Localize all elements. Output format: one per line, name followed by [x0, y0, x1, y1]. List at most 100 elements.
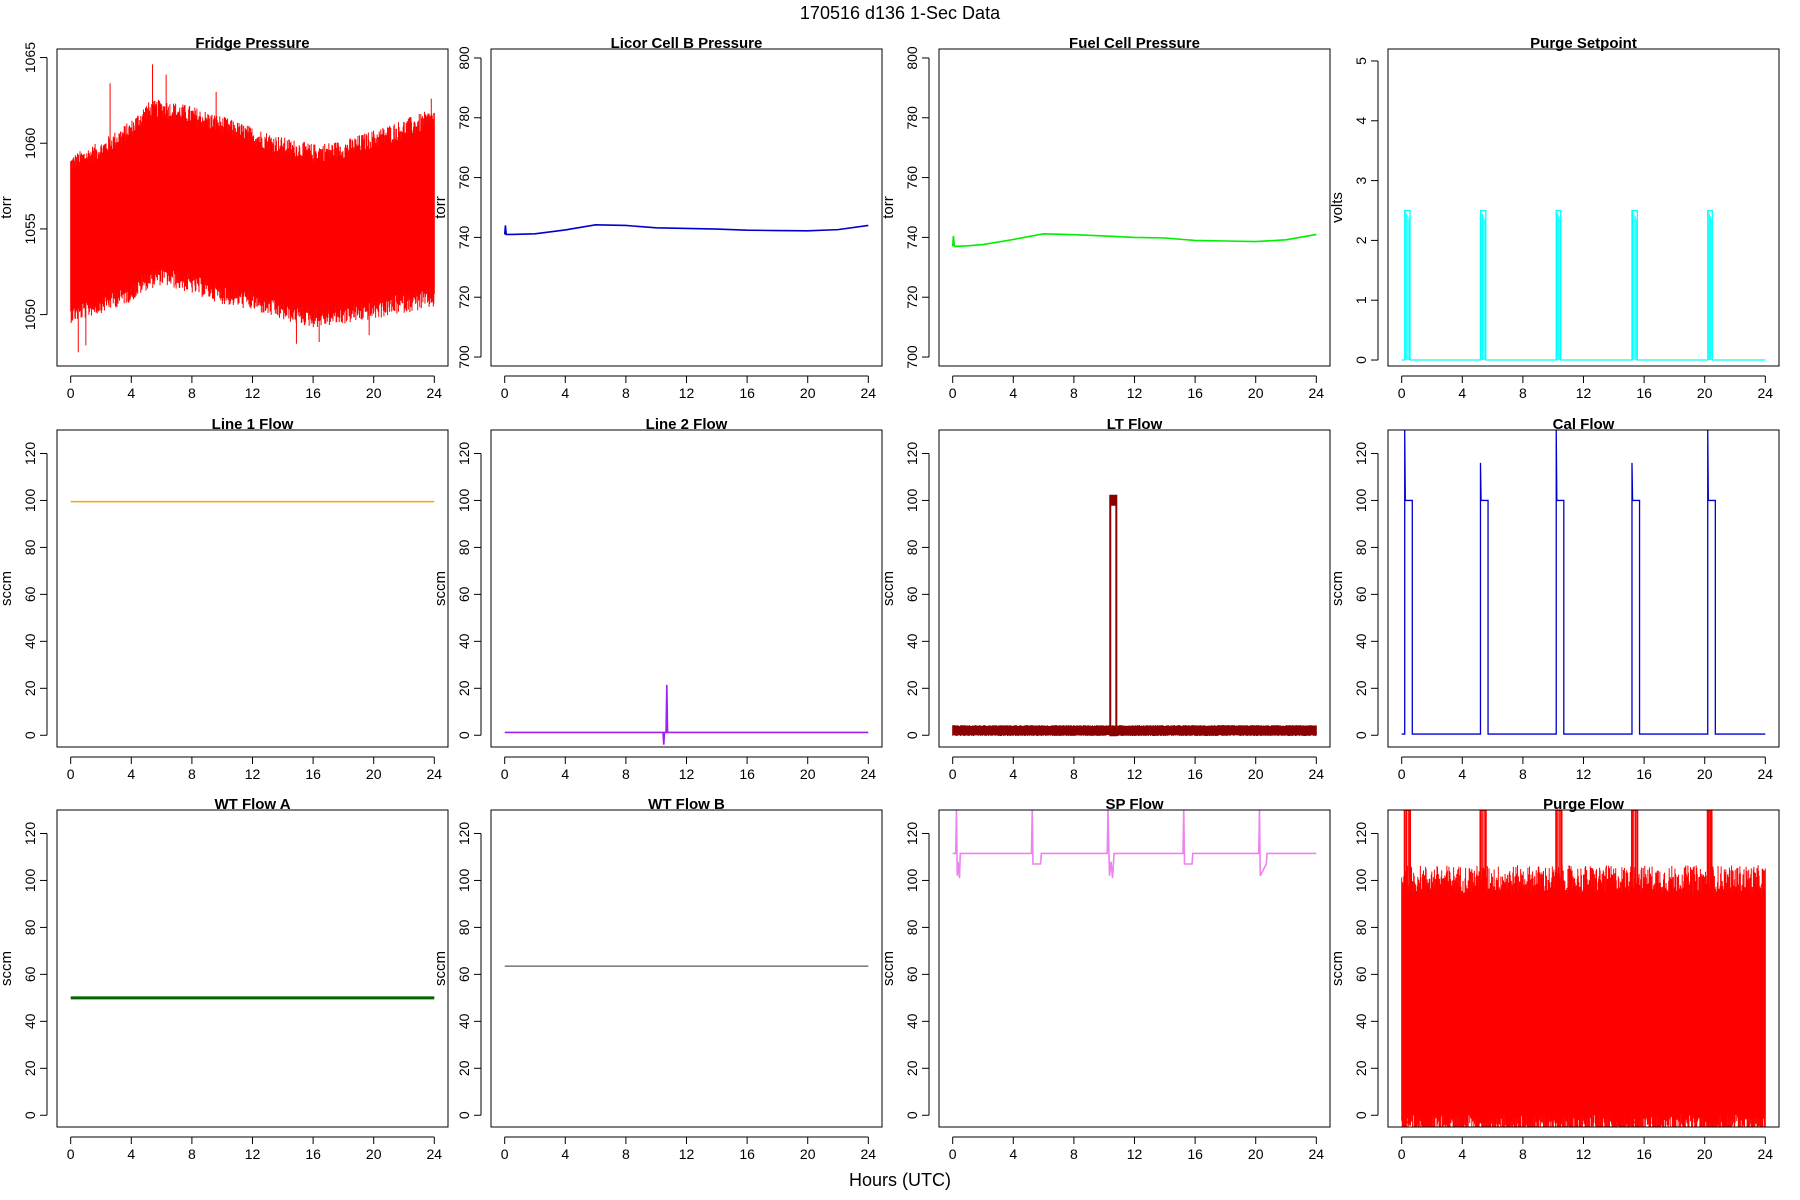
- purge-flow-x-tick-label: 4: [1458, 1146, 1466, 1162]
- line-1-flow-y-tick-label: 60: [22, 586, 38, 602]
- lt-flow-x-tick-label: 0: [949, 766, 957, 782]
- panel-cal-flow: Cal Flow 0 4 8 12 16 20 24 0 20 40 60 80 100 120 sccm: [1329, 416, 1780, 782]
- sp-flow-y-label: sccm: [880, 951, 897, 986]
- purge-setpoint-y-tick-label: 5: [1353, 57, 1369, 65]
- purge-flow-y-tick-label: 80: [1353, 919, 1369, 935]
- fuel-cell-pressure-y-label: torr: [880, 196, 897, 219]
- line-1-flow-y-label: sccm: [0, 571, 15, 606]
- lt-flow-y-tick-label: 100: [904, 489, 920, 513]
- fuel-cell-pressure-x-tick-label: 8: [1070, 385, 1078, 401]
- line-2-flow-x-tick-label: 12: [679, 766, 695, 782]
- panel-sp-flow: SP Flow 0 4 8 12 16 20 24 0 20 40 60 80 100 120 sccm: [880, 796, 1331, 1162]
- line-1-flow-x-tick-label: 12: [245, 766, 261, 782]
- purge-setpoint-y-tick-label: 1: [1353, 296, 1369, 304]
- line-2-flow-y-tick-label: 20: [456, 680, 472, 696]
- purge-setpoint-title: Purge Setpoint: [1530, 35, 1637, 52]
- cal-flow-y-tick-label: 20: [1353, 680, 1369, 696]
- wt-flow-b-y-tick-label: 20: [456, 1060, 472, 1076]
- sp-flow-y-tick-label: 120: [904, 822, 920, 846]
- cal-flow-frame: [1387, 429, 1780, 748]
- licor-cell-b-pressure-y-tick-label: 800: [456, 46, 472, 70]
- line-2-flow-y-tick-label: 120: [456, 442, 472, 466]
- line-1-flow-x-tick-label: 24: [427, 766, 443, 782]
- sp-flow-y-tick-label: 40: [904, 1013, 920, 1029]
- lt-flow-x-tick-label: 20: [1248, 766, 1264, 782]
- fridge-pressure-band-core: [70, 131, 435, 296]
- cal-flow-y-tick-label: 80: [1353, 539, 1369, 555]
- purge-setpoint-x-tick-label: 0: [1398, 385, 1406, 401]
- fuel-cell-pressure-x-tick-label: 4: [1009, 385, 1017, 401]
- plot-area: [952, 494, 1317, 737]
- line-1-flow-y-tick-label: 120: [22, 442, 38, 466]
- panel-fuel-cell-pressure: Fuel Cell Pressure 0 4 8 12 16 20 24 700 720 740 76…: [880, 35, 1331, 401]
- sp-flow-x-tick-label: 0: [949, 1146, 957, 1162]
- wt-flow-a-frame: [56, 809, 449, 1128]
- panel-wt-flow-a: WT Flow A 0 4 8 12 16 20 24 0 20 40 60 80 100 120 sccm: [0, 796, 449, 1162]
- licor-cell-b-pressure-y-tick-label: 740: [456, 226, 472, 250]
- lt-flow-y-tick-label: 120: [904, 442, 920, 466]
- plot-area: [504, 684, 869, 745]
- cal-flow-y-tick-label: 60: [1353, 586, 1369, 602]
- fridge-pressure-y-label: torr: [0, 196, 15, 219]
- line-2-flow-title: Line 2 Flow: [646, 416, 728, 433]
- cal-flow-y-label: sccm: [1329, 571, 1346, 606]
- purge-flow-x-tick-label: 0: [1398, 1146, 1406, 1162]
- licor-cell-b-pressure-y-tick-label: 700: [456, 345, 472, 369]
- lt-flow-frame: [938, 429, 1331, 748]
- purge-flow-x-tick-label: 20: [1697, 1146, 1713, 1162]
- panel-fridge-pressure: Fridge Pressure 0 4 8 12 16 20 24 1050 1055 1060 10…: [0, 35, 449, 401]
- purge-setpoint-frame: [1387, 48, 1780, 367]
- licor-cell-b-pressure-x-tick-label: 24: [861, 385, 877, 401]
- licor-cell-b-pressure-x-tick-label: 8: [622, 385, 630, 401]
- cal-flow-x-tick-label: 0: [1398, 766, 1406, 782]
- x-axis-label: Hours (UTC): [849, 1170, 951, 1190]
- purge-setpoint-pulse-line: [1401, 209, 1766, 361]
- licor-cell-b-pressure-x-tick-label: 16: [739, 385, 755, 401]
- fridge-pressure-x-tick-label: 8: [188, 385, 196, 401]
- line-1-flow-y-tick-label: 100: [22, 489, 38, 513]
- licor-cell-b-pressure-x-tick-label: 4: [561, 385, 569, 401]
- wt-flow-a-x-tick-label: 0: [67, 1146, 75, 1162]
- purge-setpoint-y-tick-label: 4: [1353, 117, 1369, 125]
- sp-flow-x-tick-label: 16: [1187, 1146, 1203, 1162]
- sp-flow-y-tick-label: 60: [904, 966, 920, 982]
- line-2-flow-series-line: [504, 684, 869, 745]
- wt-flow-b-y-label: sccm: [432, 951, 449, 986]
- fuel-cell-pressure-x-tick-label: 20: [1248, 385, 1264, 401]
- fridge-pressure-title: Fridge Pressure: [195, 35, 309, 52]
- line-1-flow-y-tick-label: 0: [22, 731, 38, 739]
- wt-flow-a-x-tick-label: 8: [188, 1146, 196, 1162]
- sp-flow-y-tick-label: 0: [904, 1111, 920, 1119]
- fridge-pressure-y-tick-label: 1065: [22, 42, 38, 73]
- lt-flow-y-tick-label: 60: [904, 586, 920, 602]
- wt-flow-a-title: WT Flow A: [214, 796, 290, 813]
- lt-flow-x-tick-label: 16: [1187, 766, 1203, 782]
- cal-flow-y-tick-label: 100: [1353, 489, 1369, 513]
- fridge-pressure-x-tick-label: 20: [366, 385, 382, 401]
- cal-flow-x-tick-label: 16: [1636, 766, 1652, 782]
- licor-cell-b-pressure-series-line: [503, 224, 869, 236]
- fuel-cell-pressure-title: Fuel Cell Pressure: [1069, 35, 1200, 52]
- line-1-flow-x-tick-label: 0: [67, 766, 75, 782]
- purge-flow-x-tick-label: 8: [1519, 1146, 1527, 1162]
- fuel-cell-pressure-y-tick-label: 720: [904, 285, 920, 309]
- fuel-cell-pressure-series-line: [951, 233, 1317, 248]
- line-1-flow-x-tick-label: 8: [188, 766, 196, 782]
- wt-flow-a-y-tick-label: 120: [22, 822, 38, 846]
- fuel-cell-pressure-y-tick-label: 740: [904, 226, 920, 250]
- cal-flow-pulse-line: [1401, 430, 1766, 735]
- licor-cell-b-pressure-x-tick-label: 0: [501, 385, 509, 401]
- lt-flow-y-label: sccm: [880, 571, 897, 606]
- purge-setpoint-y-tick-label: 2: [1353, 236, 1369, 244]
- purge-setpoint-y-label: volts: [1329, 192, 1346, 223]
- fridge-pressure-y-tick-label: 1060: [22, 127, 38, 158]
- wt-flow-a-y-tick-label: 40: [22, 1013, 38, 1029]
- plot-area: [70, 64, 435, 353]
- wt-flow-a-x-tick-label: 4: [127, 1146, 135, 1162]
- purge-flow-y-tick-label: 40: [1353, 1013, 1369, 1029]
- lt-flow-y-tick-label: 80: [904, 539, 920, 555]
- fridge-pressure-y-tick-label: 1055: [22, 213, 38, 244]
- figure-title: 170516 d136 1-Sec Data: [800, 3, 1001, 23]
- line-2-flow-y-tick-label: 60: [456, 586, 472, 602]
- purge-flow-y-tick-label: 20: [1353, 1060, 1369, 1076]
